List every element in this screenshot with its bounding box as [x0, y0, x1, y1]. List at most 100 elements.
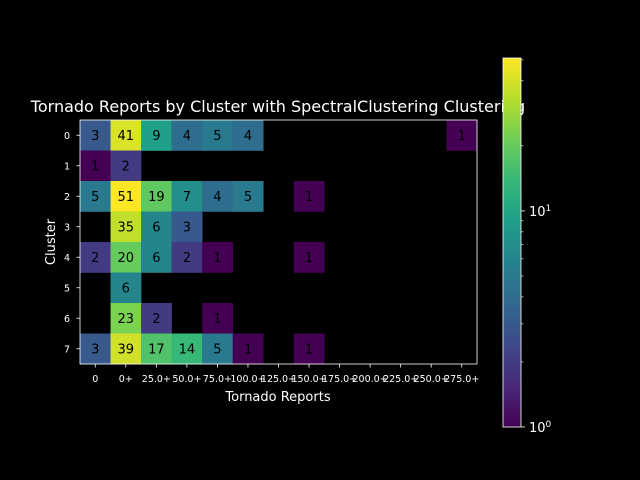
cell-value-label: 3 — [183, 220, 191, 235]
cell-value-label: 4 — [244, 129, 252, 144]
x-tick-label: 25.0+ — [142, 374, 171, 385]
cell-value-label: 5 — [91, 190, 99, 205]
heatmap-cell — [141, 181, 172, 212]
cell-value-label: 1 — [305, 342, 313, 357]
y-tick-label: 1 — [64, 161, 70, 172]
heatmap-cell — [232, 333, 264, 365]
cell-value-label: 17 — [148, 342, 165, 357]
heatmap-cell — [80, 181, 111, 212]
colorbar-tick-label: 101 — [529, 204, 551, 220]
heatmap-cell — [110, 272, 142, 304]
cell-value-label: 3 — [91, 342, 99, 357]
x-tick-label: 125.0+ — [261, 374, 296, 385]
heatmap-cell — [293, 333, 325, 365]
cell-value-label: 39 — [118, 342, 135, 357]
heatmap-cell — [202, 333, 233, 365]
heatmap-cell — [80, 120, 111, 151]
heatmap-cell — [110, 150, 142, 182]
heatmap-cell — [293, 181, 325, 212]
colorbar-gradient — [502, 57, 522, 428]
cell-value-label: 6 — [152, 251, 160, 266]
heatmap-cell — [80, 333, 111, 365]
y-tick-label: 5 — [64, 283, 70, 294]
cell-value-label: 1 — [244, 342, 252, 357]
cell-value-label: 23 — [118, 312, 135, 327]
cell-value-label: 2 — [91, 251, 99, 266]
cell-value-label: 5 — [244, 190, 252, 205]
heatmap-cell — [80, 242, 111, 273]
cell-value-label: 6 — [122, 281, 130, 296]
y-tick-label: 0 — [64, 131, 70, 142]
cell-value-label: 1 — [305, 190, 313, 205]
heatmap-cell — [141, 120, 172, 151]
heatmap-cell — [171, 211, 203, 243]
cell-value-label: 51 — [118, 190, 135, 205]
cell-value-label: 2 — [183, 251, 191, 266]
x-tick-label: 75.0+ — [203, 374, 232, 385]
cell-value-label: 20 — [118, 251, 135, 266]
heatmap-cell — [293, 242, 325, 273]
cell-value-label: 5 — [213, 342, 221, 357]
cell-value-label: 19 — [148, 190, 165, 205]
cell-value-label: 35 — [118, 220, 135, 235]
y-tick-label: 6 — [64, 314, 70, 325]
heatmap-cell — [232, 181, 264, 212]
heatmap-cell — [202, 303, 233, 334]
cell-value-label: 9 — [152, 129, 160, 144]
x-axis-label: Tornado Reports — [224, 390, 330, 405]
heatmap-cell — [110, 211, 142, 243]
heatmap-cell — [141, 303, 172, 334]
cell-value-label: 2 — [122, 159, 130, 174]
heatmap-cell — [202, 242, 233, 273]
y-tick-label: 2 — [64, 192, 70, 203]
cell-value-label: 3 — [91, 129, 99, 144]
cell-value-label: 4 — [213, 190, 221, 205]
x-tick-label: 275.0+ — [444, 374, 479, 385]
heatmap-cell — [171, 181, 203, 212]
heatmap-cell — [141, 333, 172, 365]
y-axis-ticks: 0 1 2 3 4 5 6 7 — [64, 131, 80, 355]
cell-value-label: 5 — [213, 129, 221, 144]
x-axis-ticks: 0 0+ 25.0+ 50.0+ 75.0+100.0+125.0+150.0+175.… — [92, 364, 479, 385]
heatmap-cell — [110, 242, 142, 273]
colorbar-tick-label: 100 — [529, 420, 552, 436]
heatmap-cell — [110, 333, 142, 365]
y-tick-label: 7 — [64, 344, 70, 355]
heatmap-cell — [141, 242, 172, 273]
x-tick-label: 200.0+ — [353, 374, 388, 385]
heatmap-cell — [171, 242, 203, 273]
y-tick-label: 3 — [64, 222, 70, 233]
heatmap-cell — [110, 303, 142, 334]
cell-value-label: 1 — [213, 251, 221, 266]
heatmap-cell — [80, 150, 111, 182]
heatmap-cell — [446, 120, 478, 151]
y-axis-label: Cluster — [44, 218, 59, 265]
cell-value-label: 6 — [152, 220, 160, 235]
cell-value-label: 1 — [91, 159, 99, 174]
heatmap-cell — [232, 120, 264, 151]
cell-value-label: 1 — [305, 251, 313, 266]
cell-value-label: 1 — [213, 312, 221, 327]
cell-value-label: 41 — [118, 129, 135, 144]
x-tick-label: 0+ — [119, 374, 133, 385]
x-tick-label: 50.0+ — [172, 374, 201, 385]
heatmap-cell — [202, 181, 233, 212]
chart-title: Tornado Reports by Cluster with Spectral… — [30, 97, 525, 116]
heatmap-cell — [171, 333, 203, 365]
heatmap-cell — [110, 120, 142, 151]
x-tick-label: 175.0+ — [322, 374, 357, 385]
x-tick-label: 100.0+ — [230, 374, 265, 385]
cell-value-label: 7 — [183, 190, 191, 205]
heatmap-cell — [110, 181, 142, 212]
colorbar: 100 101 — [502, 57, 552, 436]
cell-value-label: 2 — [152, 312, 160, 327]
heatmap-cell — [141, 211, 172, 243]
heatmap-cell — [202, 120, 233, 151]
x-tick-label: 150.0+ — [291, 374, 326, 385]
y-tick-label: 4 — [64, 253, 70, 264]
x-tick-label: 250.0+ — [414, 374, 449, 385]
cell-value-label: 14 — [179, 342, 196, 357]
cell-value-label: 4 — [183, 129, 191, 144]
